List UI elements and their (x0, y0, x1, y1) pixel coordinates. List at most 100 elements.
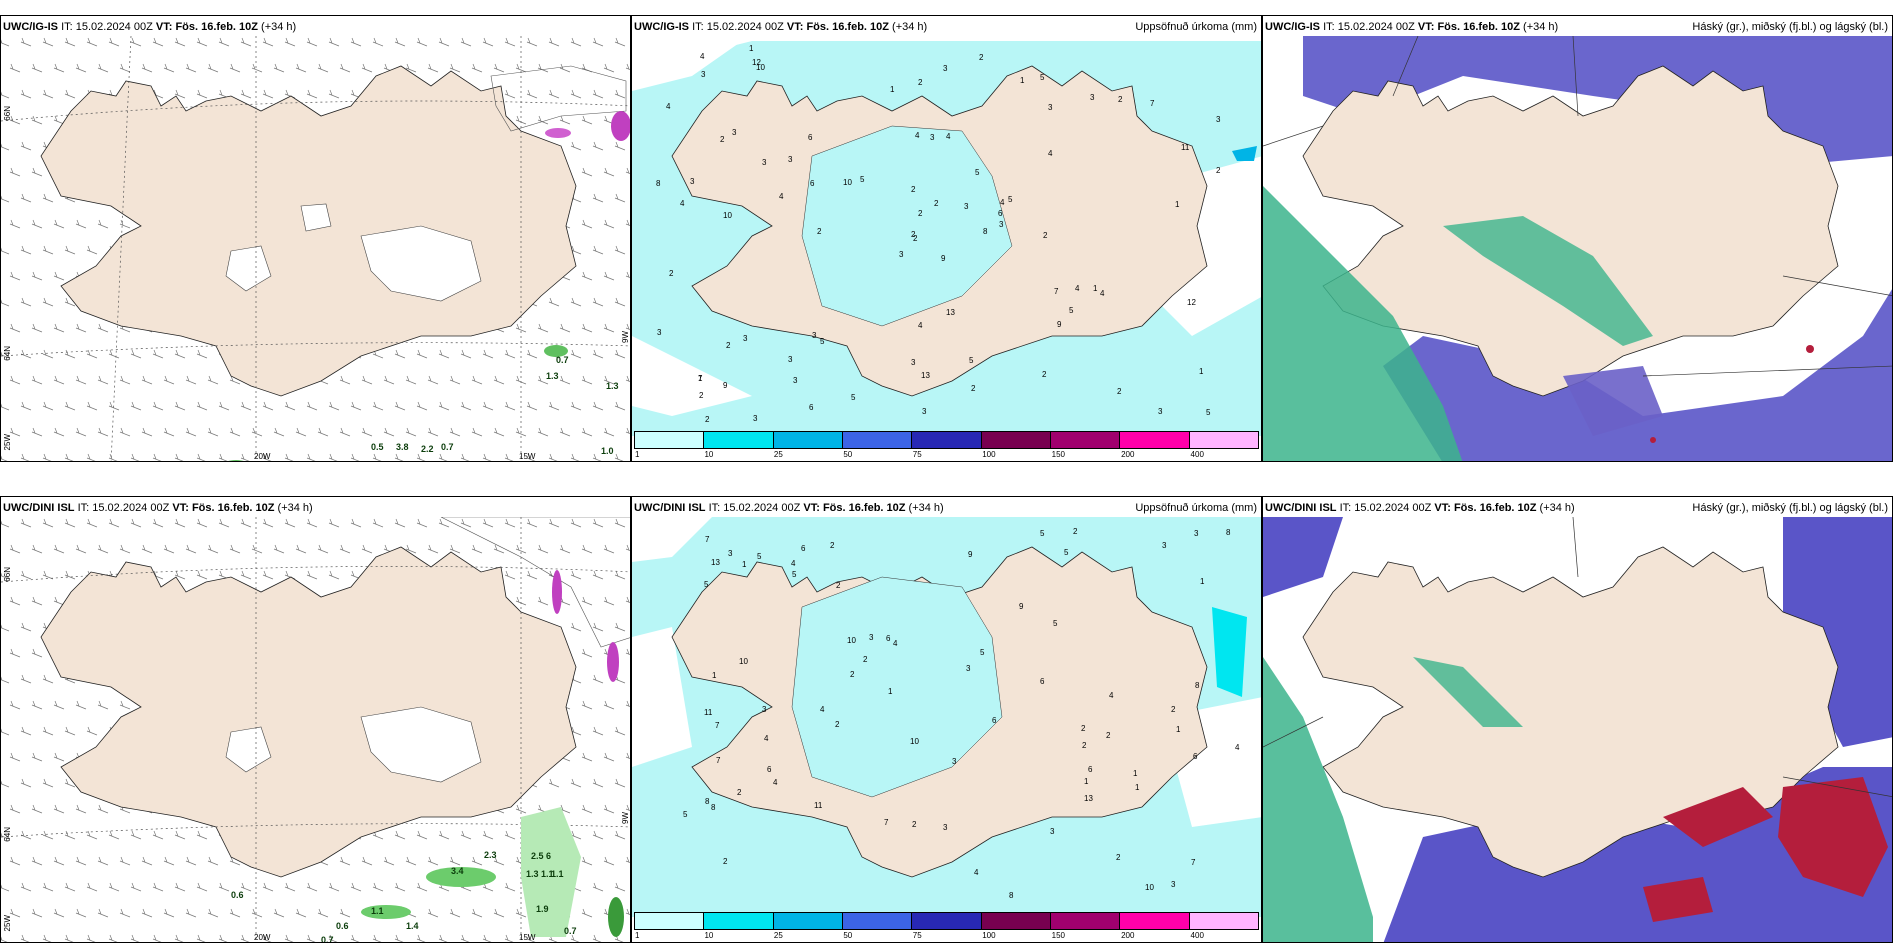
precip-value: 4 (773, 778, 778, 787)
high-cloud-band (1413, 657, 1523, 727)
wind-barb (1, 195, 10, 203)
wind-barb (350, 518, 362, 528)
wind-barb (42, 830, 54, 840)
wind-barb (229, 375, 241, 385)
precip-label: 1.3 (526, 869, 539, 879)
precip-value: 6 (801, 544, 806, 553)
iceland-land (40, 65, 577, 397)
wind-barb (394, 349, 406, 359)
precip-value: 1 (749, 44, 754, 53)
glacier-1 (360, 225, 482, 302)
wind-barb (207, 375, 219, 385)
wind-barb (31, 648, 43, 658)
precip-value: 6 (810, 179, 815, 188)
wind-barb (460, 453, 470, 461)
wind-precip-labels: 0.60.70.61.11.43.42.3 2.5 61.3 1.11.11.90.7 (231, 850, 577, 942)
precip-value: 1 (1133, 769, 1138, 778)
hatched-area (440, 517, 630, 648)
precip-value: 4 (791, 559, 796, 568)
low-cloud-area (1778, 777, 1888, 897)
precip-value: 10 (723, 211, 732, 220)
wind-barb (614, 830, 626, 840)
wind-barb (625, 856, 630, 863)
high-cloud-area (1263, 657, 1373, 942)
precip-value: 5 (757, 552, 762, 561)
wind-barb (174, 830, 186, 840)
lat-label-64: 64N (3, 827, 12, 842)
precip-value: 5 (1040, 529, 1045, 538)
wind-barb (20, 674, 32, 684)
wind-barb (152, 518, 164, 528)
wind-barb (86, 830, 98, 840)
wind-barb (130, 401, 142, 411)
wind-barb (339, 544, 351, 554)
precip-value: 2 (836, 581, 841, 590)
lon-label-25: 25W (3, 434, 12, 451)
precip-value: 3 (922, 407, 927, 416)
wind-barb (75, 856, 87, 866)
wind-barb (108, 934, 118, 942)
wind-barb (9, 375, 21, 385)
colorbar-swatch (635, 432, 705, 448)
wind-barb (504, 518, 516, 528)
precip-value: 7 (715, 721, 720, 730)
wind-barb (20, 245, 32, 255)
colorbar-label: 50 (843, 931, 853, 940)
wind-barb (548, 89, 560, 99)
wind-barb (9, 167, 21, 177)
precip-value: 7 (716, 756, 721, 765)
precip-value: 4 (764, 734, 769, 743)
wind-barb (416, 349, 428, 359)
precip-label: 1.1 (551, 869, 564, 879)
precip-value: 3 (966, 664, 971, 673)
wind-barb (306, 518, 318, 528)
wind-barb (31, 271, 43, 281)
wind-barb (427, 856, 439, 866)
wind-barb (482, 934, 492, 942)
wind-barb (9, 427, 21, 437)
precip-value: 2 (912, 820, 917, 829)
wind-barb (482, 37, 494, 47)
it-value: 15.02.2024 00Z (92, 502, 170, 514)
wind-barb (306, 934, 316, 942)
precip-value: 5 (969, 356, 974, 365)
wind-barb (174, 401, 186, 411)
wind-barb (141, 63, 153, 73)
vt-label: VT: (1434, 502, 1451, 514)
wind-barb (31, 167, 43, 177)
wind-barb (174, 37, 186, 47)
colorbar-label: 1 (635, 931, 640, 940)
precip-value: 1 (742, 560, 747, 569)
wind-barb (394, 37, 406, 47)
wind-barb (548, 297, 560, 307)
wind-barb (97, 544, 109, 554)
wind-barb (295, 544, 307, 554)
wind-barb (130, 453, 140, 461)
wind-barb (130, 37, 142, 47)
wind-barb (548, 401, 560, 411)
wind-barb (262, 934, 272, 942)
colorbar-label: 75 (912, 931, 922, 940)
wind-barb (504, 882, 516, 892)
precip-value: 4 (700, 52, 705, 61)
wind-precip-labels: 0.7 1.3 1.3 0.5 3.8 2.2 0.7 1.0 (371, 355, 619, 456)
precip-value: 4 (1109, 691, 1114, 700)
precip-value: 3 (1050, 827, 1055, 836)
mid-cloud-patch (1563, 366, 1663, 436)
wind-barb (328, 401, 340, 411)
precip-value: 4 (666, 102, 671, 111)
lon-label-15: 15W (519, 452, 536, 461)
wind-barb (328, 37, 340, 47)
wind-barb (471, 427, 483, 437)
wind-barb (240, 518, 252, 528)
wind-barb (119, 427, 131, 437)
wind-barb (1, 780, 10, 788)
wind-barb (581, 63, 593, 73)
wind-barb (64, 518, 76, 528)
wind-barb (31, 856, 43, 866)
colorbar-swatch (773, 432, 843, 448)
wind-barb (427, 63, 439, 73)
wind-barb (460, 934, 470, 942)
precip-value: 3 (1194, 529, 1199, 538)
wind-barb (1, 572, 10, 580)
